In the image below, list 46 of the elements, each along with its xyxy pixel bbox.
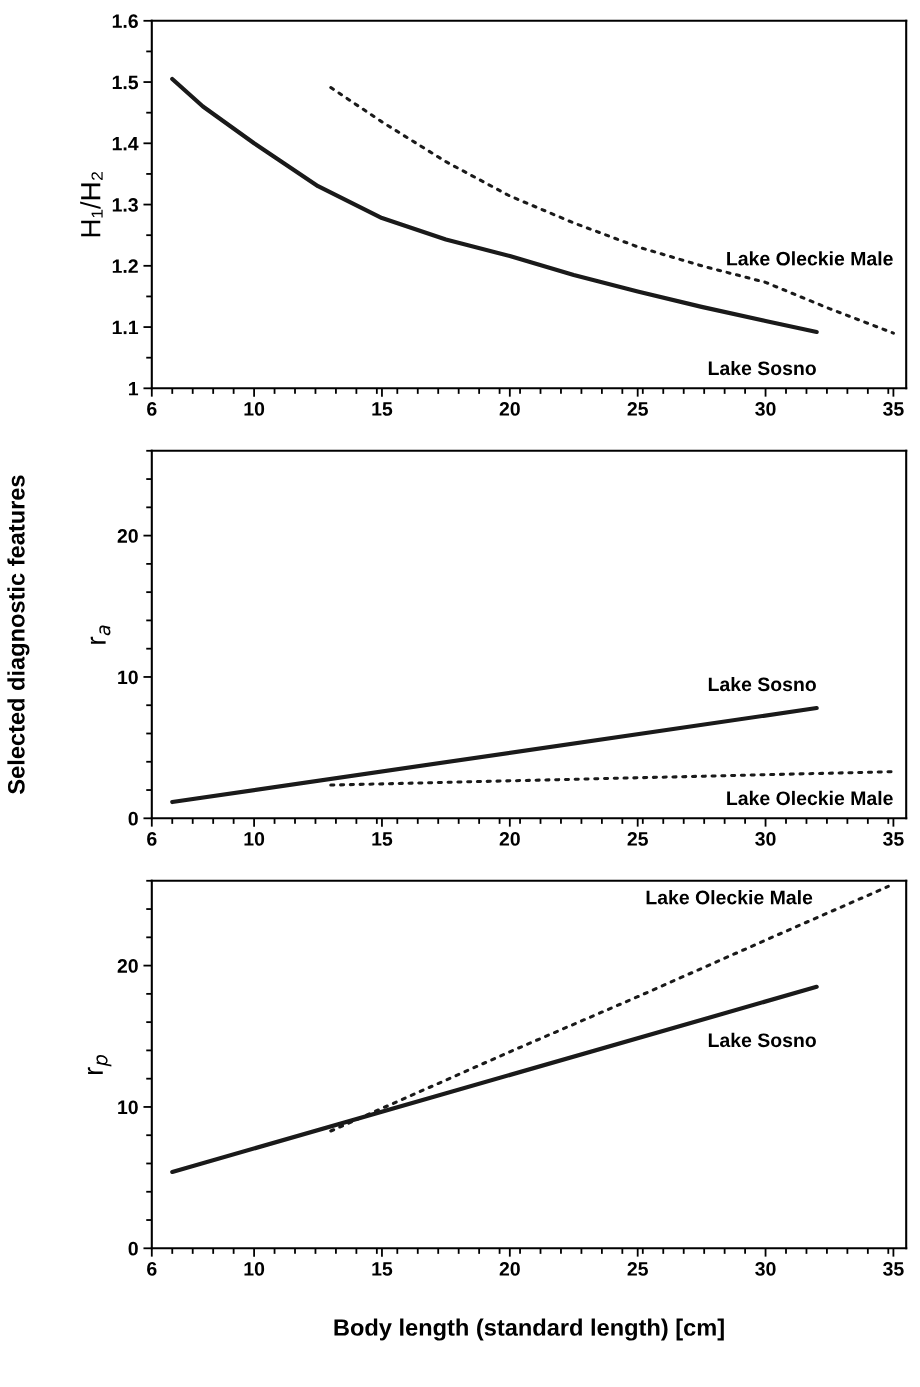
- y-tick-label: 1.2: [112, 259, 138, 273]
- y-tick-label: 1.1: [112, 320, 139, 335]
- x-tick-label: 30: [755, 832, 776, 846]
- x-tick-label: 20: [499, 402, 520, 416]
- y-tick-label: 20: [117, 529, 138, 543]
- series-label: Lake Oleckie Male: [727, 790, 893, 806]
- series-label: Lake Sosno: [708, 360, 816, 376]
- x-tick-label: 20: [499, 1262, 520, 1276]
- x-tick-label: 15: [372, 1262, 393, 1276]
- y-tick-label: 1.3: [112, 198, 138, 212]
- y-axis-title: r$_{p}$: [87, 1054, 112, 1075]
- x-tick-label: 15: [372, 832, 393, 846]
- x-tick-label: 6: [147, 402, 157, 416]
- line-series: [329, 86, 895, 335]
- x-tick-label: 10: [244, 1262, 265, 1276]
- x-tick-label: 10: [244, 832, 265, 846]
- x-tick-label: 20: [499, 832, 520, 846]
- y-tick-label: 10: [118, 1100, 138, 1115]
- y-tick-label: 1.5: [112, 75, 139, 90]
- x-tick-label: 35: [883, 832, 904, 846]
- text: Selected diagnostic features: [7, 475, 30, 794]
- x-tick-label: 25: [627, 402, 648, 416]
- x-tick-label: 25: [627, 832, 648, 846]
- series-label: Lake Sosno: [708, 676, 816, 692]
- y-tick-label: 1.4: [112, 136, 139, 151]
- x-tick-label: 10: [244, 402, 265, 416]
- x-tick-label: 6: [147, 1262, 157, 1276]
- series-label: Lake Sosno: [708, 1032, 816, 1048]
- y-axis-title: H₁/H₂: [80, 171, 103, 237]
- y-tick-label: 1: [129, 381, 139, 396]
- y-tick-label: 20: [117, 959, 138, 973]
- y-tick-label: 10: [118, 670, 138, 685]
- y-axis-title: r$_{a}$: [90, 625, 111, 644]
- series-label: Lake Oleckie Male: [646, 890, 813, 905]
- x-tick-label: 15: [372, 402, 393, 416]
- x-tick-label: 30: [755, 402, 776, 416]
- x-axis-title: Body length (standard length) [cm]: [334, 1318, 724, 1341]
- x-tick-label: 35: [883, 1262, 904, 1276]
- x-tick-label: 25: [627, 1262, 648, 1276]
- y-tick-label: 0: [128, 1241, 138, 1256]
- y-tick-label: 1.6: [112, 14, 138, 29]
- x-tick-label: 6: [147, 832, 157, 846]
- x-tick-label: 30: [755, 1262, 776, 1276]
- series-label: Lake Oleckie Male: [727, 251, 893, 266]
- x-tick-label: 35: [883, 402, 904, 416]
- y-tick-label: 0: [128, 811, 138, 826]
